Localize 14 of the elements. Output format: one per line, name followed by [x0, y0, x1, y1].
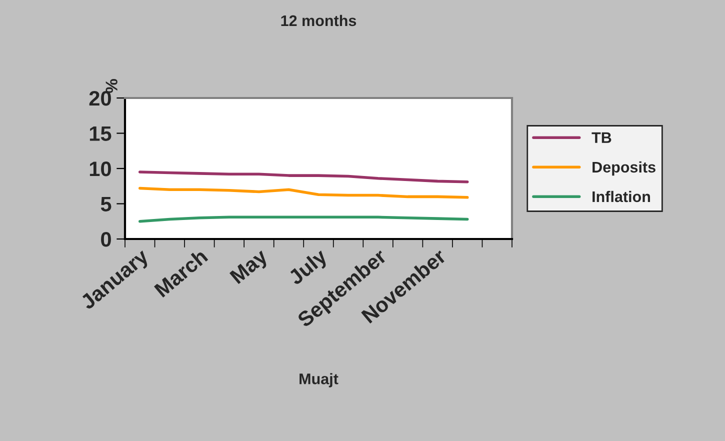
y-tick-label: 5 [100, 196, 112, 212]
legend-label: Inflation [592, 190, 650, 202]
y-axis-title: % [106, 79, 118, 93]
y-tick-label: 15 [90, 126, 112, 142]
y-tick-label: 10 [90, 162, 111, 176]
y-tick-label: 0 [101, 232, 111, 247]
x-tick-label: May [229, 248, 272, 288]
x-axis-title: Muajt [300, 373, 338, 388]
legend-label: TB [592, 132, 612, 143]
legend-label: Deposits [592, 161, 656, 176]
chart-title: 12 months [281, 14, 356, 26]
line-series [138, 170, 469, 184]
line-series [138, 186, 469, 199]
y-tick-label: 20 [89, 91, 111, 106]
